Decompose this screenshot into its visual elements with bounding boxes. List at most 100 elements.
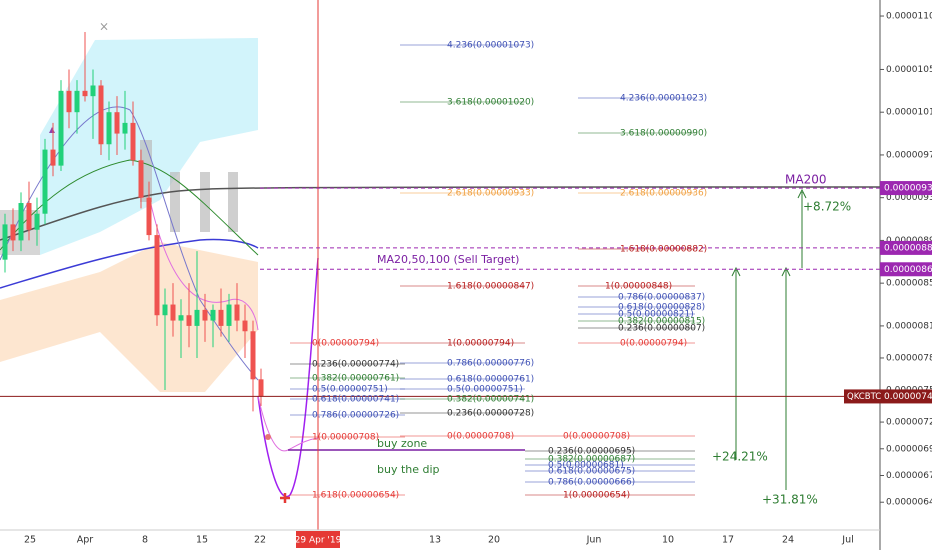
fib-label: 0.618(0.00000741) (312, 395, 399, 405)
fib-label: 0.236(0.00000774) (312, 360, 399, 370)
candle-body (258, 379, 264, 397)
x-tick-label: 10 (662, 535, 674, 546)
fib-label: 0.786(0.00000776) (447, 359, 534, 369)
fib-label: 0.382(0.00000761) (312, 374, 399, 384)
x-tick-label: 13 (429, 535, 441, 546)
date-tag (296, 531, 340, 548)
fib-label: 0.5(0.00000681) (548, 461, 624, 471)
candle-body (26, 203, 32, 230)
fib-label: 3.618(0.00001020) (447, 98, 534, 108)
candle-body (10, 224, 16, 241)
fib-label: 2.618(0.00000936) (620, 189, 707, 199)
fib-label: 0.5(0.00000751) (447, 385, 523, 395)
price-tag (880, 262, 932, 277)
candle-body (74, 90, 80, 113)
fib-label: 0.786(0.00000837) (618, 293, 705, 303)
x-tick-label: 24 (782, 535, 794, 546)
candle-body (42, 149, 48, 214)
fib-label: 4.236(0.00001073) (447, 41, 534, 51)
fib-label: 0.5(0.00000751) (312, 385, 388, 395)
y-tick-label: 0.00000645 (886, 498, 932, 508)
candle-body (2, 224, 8, 260)
candle-body (98, 85, 104, 145)
candle-body (186, 315, 192, 326)
candle-body (170, 304, 176, 321)
candle-body (50, 149, 56, 166)
candle-body (202, 309, 208, 321)
fib-label: 0.236(0.00000695) (548, 447, 635, 457)
annotation: MA20,50,100 (Sell Target) (377, 253, 519, 266)
annotation: buy the dip (377, 463, 440, 476)
candle-body (114, 112, 120, 134)
x-tick-label: 17 (722, 535, 734, 546)
price-tag-label: 0.00000883 (884, 243, 932, 253)
fib-label: 0.618(0.00000828) (618, 303, 705, 313)
fib-label: 0.5(0.00000821) (618, 310, 694, 320)
price-tag-label: 0.00000744 (884, 392, 932, 402)
x-tick-label: 22 (254, 535, 266, 546)
candle-body (234, 304, 240, 321)
fib-label: 0.382(0.00000815) (618, 317, 705, 327)
candle-body (18, 203, 24, 241)
candle-body (178, 315, 184, 321)
candle-body (210, 309, 216, 321)
candle-body (138, 160, 144, 198)
fib-label: 0.618(0.00000675) (548, 467, 635, 477)
candle-body (226, 304, 232, 326)
annotation: MA200 (785, 173, 826, 187)
candle-body (58, 90, 64, 166)
price-tag (880, 389, 932, 404)
price-tag (880, 181, 932, 196)
fib-label: 0(0.00000708) (563, 432, 630, 442)
fib-label: 0.786(0.00000726) (312, 411, 399, 421)
fib-label: 3.618(0.00000990) (620, 129, 707, 139)
fib-label: 1.618(0.00000654) (312, 491, 399, 501)
annotation: +8.72% (803, 200, 851, 214)
candle-body (242, 320, 248, 332)
candle-body (194, 309, 200, 326)
symbol-tag (844, 389, 880, 404)
fib-label: 0.236(0.00000728) (447, 409, 534, 419)
fib-label: 0(0.00000708) (447, 432, 514, 442)
fib-label: 1(0.00000708) (312, 433, 379, 443)
svg-text:×: × (99, 20, 109, 34)
candle-body (250, 331, 256, 380)
fib-label: 0.786(0.00000666) (548, 478, 635, 488)
fib-label: 1.618(0.00000847) (447, 282, 534, 292)
fib-label: 2.618(0.00000933) (447, 189, 534, 199)
price-tag (880, 240, 932, 255)
fib-label: 1(0.00000654) (563, 491, 630, 501)
x-tick-label: 15 (196, 535, 208, 546)
fib-label: 1.618(0.00000882) (620, 245, 707, 255)
candle-body (218, 309, 224, 326)
candle-body (146, 197, 152, 236)
fib-label: 1(0.00000848) (605, 282, 672, 292)
fib-label: 4.236(0.00001023) (620, 94, 707, 104)
y-tick-label: 0.00000695 (886, 444, 932, 454)
fib-label: 0(0.00000794) (620, 339, 687, 349)
candle-body (130, 122, 136, 161)
x-tick-label: 20 (488, 535, 500, 546)
candle-body (66, 90, 72, 113)
annotation: buy zone (377, 437, 427, 450)
annotation: +31.81% (762, 493, 818, 507)
x-tick-label: 29 Apr '19 (295, 536, 342, 546)
fib-label: 0.382(0.00000687) (548, 455, 635, 465)
x-tick-label: 8 (142, 535, 148, 546)
fib-label: 0.382(0.00000741) (447, 395, 534, 405)
x-tick-label: Apr (77, 535, 94, 546)
candle-body (90, 85, 96, 97)
candle-body (106, 112, 112, 145)
candle-body (154, 235, 160, 316)
symbol-label: QKCBTC (847, 392, 881, 402)
